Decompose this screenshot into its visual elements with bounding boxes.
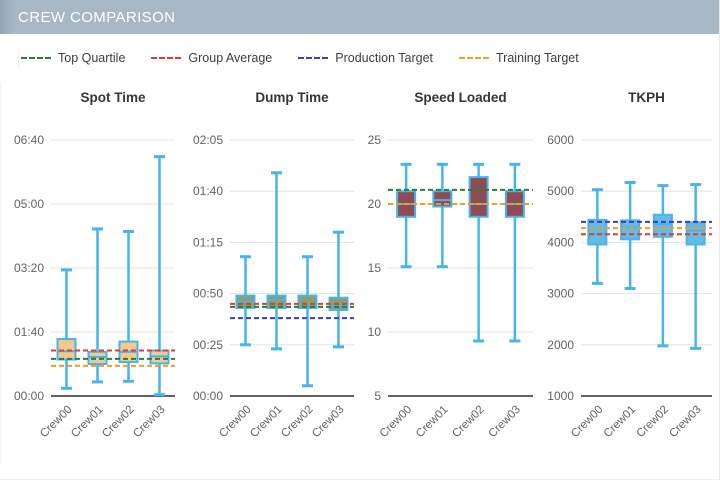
iqr-box	[297, 294, 318, 309]
iqr-box	[587, 218, 608, 246]
y-axis-tick-label: 1000	[547, 389, 574, 403]
page-title: CREW COMPARISON	[18, 8, 176, 26]
x-axis-category-label: Crew02	[634, 404, 671, 441]
x-axis-category-label: Crew00	[38, 404, 75, 441]
y-axis-tick-label: 00:00	[193, 389, 223, 403]
legend-item-training-target: Training Target	[459, 51, 579, 65]
x-axis-category-label: Crew02	[100, 404, 137, 441]
y-axis-tick-label: 01:15	[193, 235, 223, 249]
x-axis-category-label: Crew03	[667, 404, 704, 441]
box-plot-crew02	[297, 255, 318, 388]
x-axis-category-label: Crew00	[217, 404, 254, 441]
chart-svg-spot-time: Spot Time 00:00 01:40 03:20 05:00 06:40 Crew00…	[14, 90, 175, 441]
legend: Top Quartile Group Average Production Targ…	[18, 48, 719, 68]
y-axis-tick-label: 03:20	[14, 261, 44, 275]
box-plot-crew03	[504, 162, 525, 343]
x-axis-category-label: Crew00	[378, 404, 415, 441]
box-plot-crew00	[587, 188, 608, 285]
box-plot-crew03	[328, 230, 349, 349]
y-axis-tick-label: 00:50	[193, 287, 223, 301]
y-axis-tick-label: 4000	[547, 235, 574, 249]
y-axis-tick-label: 05:00	[14, 197, 44, 211]
chart-speed-loaded: Speed Loaded 5 10 15 20 25 Crew00 Crew01 Crew02 C…	[361, 82, 540, 465]
chart-title: TKPH	[628, 90, 665, 105]
top-quartile-line-icon	[21, 57, 51, 59]
charts-row: Spot Time 00:00 01:40 03:20 05:00 06:40 Crew00…	[0, 82, 719, 465]
chart-svg-dump-time: Dump Time 00:00 00:25 00:50 01:15 01:40 02:05 C…	[193, 90, 354, 441]
y-axis-tick-label: 02:05	[193, 133, 223, 147]
box-plot-crew03	[149, 155, 170, 397]
y-axis-tick-label: 00:25	[193, 338, 223, 352]
chart-title: Dump Time	[255, 90, 329, 105]
box-plot-crew00	[396, 162, 417, 269]
box-plot-crew02	[652, 184, 673, 348]
chart-tkph: TKPH 1000 2000 3000 4000 5000 6000 Crew00 Crew01…	[540, 82, 719, 465]
y-axis-tick-label: 06:40	[14, 133, 44, 147]
chart-dump-time: Dump Time 00:00 00:25 00:50 01:15 01:40 02:05 C…	[182, 82, 361, 465]
y-axis-tick-label: 6000	[547, 133, 574, 147]
y-axis-tick-label: 10	[368, 325, 382, 339]
iqr-box	[432, 190, 453, 208]
y-axis-tick-label: 3000	[547, 287, 574, 301]
x-axis-category-label: Crew02	[450, 404, 487, 441]
y-axis-tick-label: 25	[368, 133, 382, 147]
legend-item-group-average: Group Average	[151, 51, 272, 65]
x-axis-category-label: Crew03	[310, 404, 347, 441]
box-plot-crew01	[620, 180, 641, 290]
box-plot-crew01	[266, 171, 287, 351]
box-plot-crew01	[87, 227, 108, 384]
y-axis-tick-label: 01:40	[14, 325, 44, 339]
x-axis-category-label: Crew03	[486, 404, 523, 441]
chart-svg-speed-loaded: Speed Loaded 5 10 15 20 25 Crew00 Crew01 Crew02 C…	[368, 90, 533, 441]
legend-label: Training Target	[496, 51, 579, 65]
x-axis-category-label: Crew01	[414, 404, 451, 441]
x-axis-category-label: Crew02	[279, 404, 316, 441]
legend-item-production-target: Production Target	[298, 51, 433, 65]
x-axis-category-label: Crew01	[69, 404, 106, 441]
chart-title: Spot Time	[80, 90, 146, 105]
legend-label: Production Target	[335, 51, 434, 65]
x-axis-category-label: Crew01	[248, 404, 285, 441]
y-axis-tick-label: 5	[374, 389, 381, 403]
box-plot-crew00	[235, 255, 256, 347]
iqr-box	[652, 213, 673, 238]
group-average-line-icon	[151, 57, 182, 59]
iqr-box	[620, 219, 641, 241]
production-target-line-icon	[298, 57, 329, 59]
chart-spot-time: Spot Time 00:00 01:40 03:20 05:00 06:40 Crew00…	[3, 82, 182, 465]
box-plot-crew02	[118, 230, 139, 383]
legend-label: Top Quartile	[58, 51, 126, 65]
y-axis-tick-label: 01:40	[193, 184, 223, 198]
chart-svg-tkph: TKPH 1000 2000 3000 4000 5000 6000 Crew00Crew01…	[547, 90, 712, 441]
box-plot-crew01	[432, 162, 453, 269]
training-target-line-icon	[459, 57, 490, 59]
x-axis-category-label: Crew01	[602, 404, 639, 441]
chart-title: Speed Loaded	[414, 90, 506, 105]
iqr-box	[56, 338, 77, 361]
legend-item-top-quartile: Top Quartile	[21, 51, 125, 65]
x-axis-category-label: Crew03	[131, 404, 168, 441]
panel-header: CREW COMPARISON	[0, 0, 719, 34]
y-axis-tick-label: 00:00	[14, 389, 44, 403]
box-plot-crew00	[56, 268, 77, 390]
x-axis-category-label: Crew00	[569, 404, 606, 441]
legend-label: Group Average	[188, 51, 273, 65]
iqr-box	[468, 176, 489, 218]
y-axis-tick-label: 20	[368, 197, 382, 211]
y-axis-tick-label: 2000	[547, 338, 574, 352]
iqr-box	[266, 294, 287, 309]
box-plot-crew03	[685, 183, 706, 350]
y-axis-tick-label: 5000	[547, 184, 574, 198]
y-axis-tick-label: 15	[368, 261, 382, 275]
